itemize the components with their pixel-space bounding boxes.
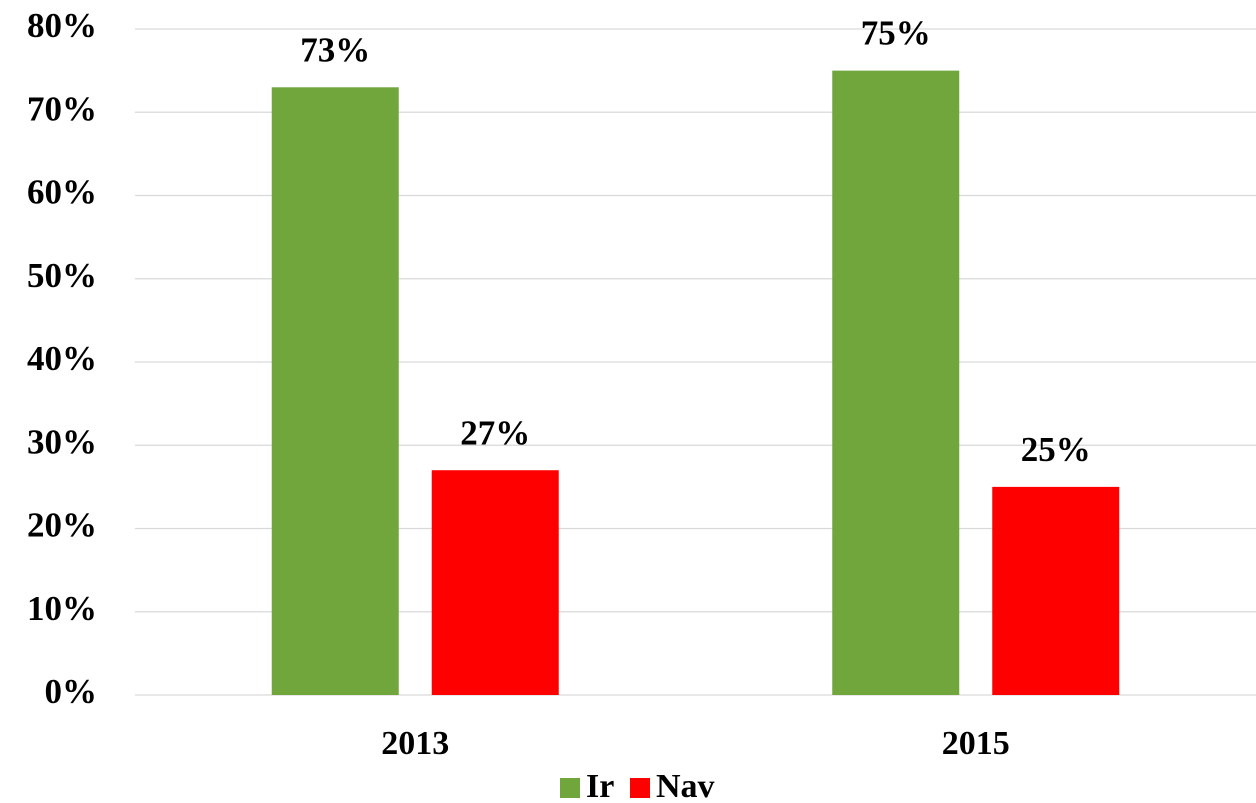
bar xyxy=(271,87,399,695)
value-label: 27% xyxy=(460,413,530,452)
y-tick-label: 50% xyxy=(27,256,97,295)
x-tick-label: 2013 xyxy=(381,725,449,762)
y-tick-label: 30% xyxy=(27,422,97,461)
x-tick-label: 2015 xyxy=(942,725,1010,762)
legend-item: Nav xyxy=(630,768,715,803)
y-tick-label: 60% xyxy=(27,173,97,212)
legend-label: Ir xyxy=(586,768,614,803)
bar xyxy=(992,486,1120,695)
y-tick-label: 70% xyxy=(27,89,97,128)
bar xyxy=(431,470,559,695)
y-tick-label: 40% xyxy=(27,339,97,378)
legend-swatch xyxy=(560,778,580,798)
value-label: 75% xyxy=(861,14,931,53)
legend-item: Ir xyxy=(560,768,614,803)
legend-swatch xyxy=(630,778,650,798)
y-tick-label: 0% xyxy=(45,672,98,711)
y-tick-label: 10% xyxy=(27,589,97,628)
value-label: 73% xyxy=(300,30,370,69)
y-tick-label: 80% xyxy=(27,6,97,45)
legend-label: Nav xyxy=(656,768,715,803)
y-tick-label: 20% xyxy=(27,506,97,545)
value-label: 25% xyxy=(1021,430,1091,469)
bar xyxy=(832,70,960,695)
